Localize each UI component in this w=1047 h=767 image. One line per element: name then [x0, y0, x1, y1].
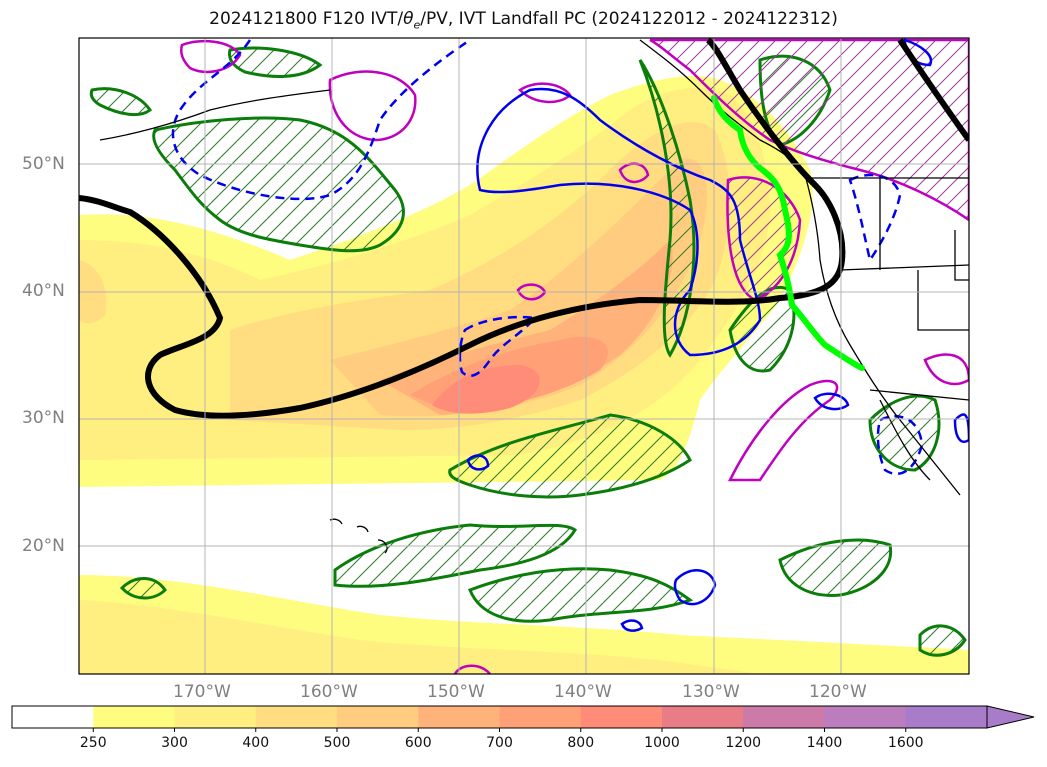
- pv-contour-dashed-4: [876, 414, 924, 476]
- ivt-south-band-300: [79, 600, 760, 674]
- pv-contour-dashed-1: [171, 38, 471, 201]
- gridlines: [79, 38, 969, 674]
- pv-contour-loop-4: [620, 619, 644, 632]
- pv-contour-loop-1: [813, 392, 850, 411]
- hatch-east-island: [778, 538, 893, 597]
- hatch-south-central: [468, 567, 694, 623]
- colorbar-cell: [337, 706, 419, 728]
- pv-contour-dashed-2: [458, 315, 538, 377]
- lat-label-50n: 50°N: [22, 154, 65, 174]
- colorbar-cell: [662, 706, 744, 728]
- colorbar-tick-label: 700: [486, 735, 513, 751]
- colorbar-tick-label: 500: [323, 735, 351, 751]
- map-area: [79, 38, 969, 674]
- hatch-subtropic-west: [333, 523, 578, 588]
- pv-contour-loop-2: [466, 454, 490, 471]
- lon-label-120w: 120°W: [809, 682, 867, 702]
- lat-label-20n: 20°N: [22, 536, 65, 556]
- colorbar-cell: [499, 706, 582, 728]
- pv-contours: [171, 38, 969, 632]
- colorbar-tick-label: 1600: [887, 735, 924, 751]
- colorbar: [11, 705, 1035, 732]
- ivt-band-600: [380, 240, 673, 415]
- colorbar-cell: [824, 706, 907, 728]
- lon-label-170w: 170°W: [173, 682, 231, 702]
- coast-pacific-nw: [804, 174, 961, 496]
- island-hawaii-3: [377, 539, 388, 554]
- colorbar-cell: [905, 706, 988, 728]
- hatch-sw-island: [119, 577, 167, 600]
- lat-label-40n: 40°N: [22, 281, 65, 301]
- ivt-contour-northeast: [897, 38, 969, 142]
- hatch-northwest: [89, 87, 153, 117]
- ivt-contour-main: [79, 38, 846, 419]
- landfall-track: [711, 95, 865, 371]
- coastlines: [99, 39, 969, 554]
- colorbar-tick-label: 1200: [725, 735, 762, 751]
- colorbar-tick-label: 400: [242, 735, 270, 751]
- theta-e-loop-8: [453, 664, 491, 674]
- colorbar-cell: [255, 706, 338, 728]
- theta-e-loop-6: [727, 379, 839, 482]
- island-hawaii-1: [329, 518, 343, 525]
- theta-e-loop-1: [328, 70, 417, 142]
- colorbar-tick-label: 1000: [644, 735, 680, 751]
- lon-label-130w: 130°W: [682, 682, 740, 702]
- lat-label-30n: 30°N: [22, 408, 65, 428]
- lon-label-140w: 140°W: [554, 682, 612, 702]
- map-frame: [78, 37, 970, 675]
- colorbar-tick-label: 800: [567, 735, 595, 751]
- figure-title: 2024121800 F120 IVT/θe/PV, IVT Landfall …: [209, 9, 838, 32]
- border-states-2: [954, 230, 969, 281]
- lon-label-160w: 160°W: [300, 682, 358, 702]
- ivt-contours: [79, 38, 969, 419]
- pv-contour-dashed-3: [848, 173, 902, 264]
- pv-contour-loop-3: [673, 569, 717, 606]
- pv-contour-loop-6: [953, 413, 969, 444]
- ivt-shading: [79, 75, 969, 674]
- coast-aleutian: [99, 89, 331, 141]
- pv-contour-main: [476, 87, 762, 357]
- island-hawaii-2: [356, 525, 369, 533]
- colorbar-cell: [93, 706, 175, 728]
- colorbar-cell: [174, 706, 257, 728]
- theta-e-loop-2: [180, 39, 242, 74]
- hatch-north-central: [152, 116, 405, 253]
- border-states-4: [917, 270, 969, 331]
- hatch-subtropic-east: [448, 413, 692, 499]
- colorbar-cell: [12, 706, 94, 728]
- hatch-coast-north: [638, 59, 696, 358]
- lon-label-150w: 150°W: [427, 682, 485, 702]
- colorbar-cell: [743, 706, 825, 728]
- colorbar-cell: [418, 706, 500, 728]
- coast-baja: [879, 399, 931, 481]
- colorbar-tick-label: 600: [404, 735, 432, 751]
- colorbar-tick-label: 300: [161, 735, 188, 751]
- colorbar-extend-arrow: [986, 705, 1035, 729]
- colorbar-tick-label: 250: [79, 735, 107, 751]
- hatch-southeast: [918, 624, 967, 657]
- colorbar-cell: [580, 706, 663, 728]
- border-mexico: [869, 389, 969, 401]
- colorbar-tick-label: 1400: [806, 735, 843, 751]
- border-states-3: [839, 264, 969, 271]
